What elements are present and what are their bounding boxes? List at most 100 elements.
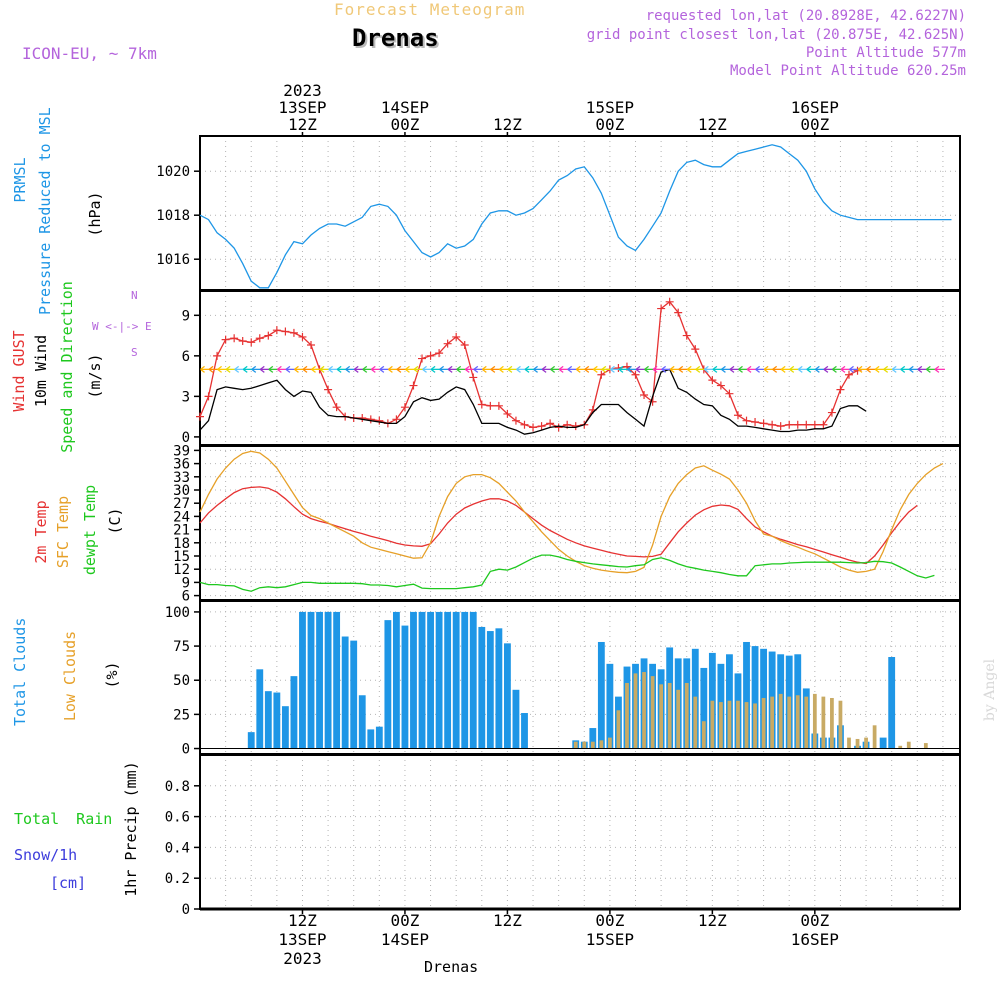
ytick-label-temperature: 33 [173, 470, 190, 486]
wind-arrowhead [242, 365, 248, 373]
total-cloud-bar [401, 625, 409, 749]
total-cloud-bar [247, 732, 255, 749]
snow-label: Snow/1h [14, 846, 78, 864]
low-cloud-bar [701, 721, 706, 749]
bottom-time-label: 12Z [493, 911, 522, 930]
total-cloud-bar [307, 611, 315, 749]
total-cloud-bar [427, 611, 434, 749]
top-time-label: 00Z [800, 115, 829, 134]
ytick-label-temperature: 21 [173, 523, 190, 539]
point-altitude: Point Altitude 577m [805, 45, 966, 61]
wind-arrowhead [652, 365, 658, 373]
bottom-time-label: 16SEP [791, 930, 839, 949]
wind-arrowhead [456, 365, 462, 373]
gust-marker [289, 328, 298, 337]
total-cloud-bar [367, 729, 375, 749]
wind-arrowhead [388, 365, 393, 373]
gust-marker [827, 408, 836, 417]
total-cloud-bar [751, 646, 759, 749]
wind-arrowhead [328, 365, 334, 373]
low-cloud-bar [693, 696, 698, 749]
model-label: ICON-EU, ~ 7km [22, 44, 157, 63]
wind-arrowhead [533, 365, 538, 373]
wind-arrowhead [908, 365, 914, 373]
ytick-label-wind: 0 [182, 430, 190, 446]
footer-station: Drenas [424, 958, 479, 976]
wind-arrowhead [507, 365, 513, 373]
gust-marker [281, 327, 290, 336]
gust-marker [426, 351, 435, 360]
gust-marker [776, 422, 785, 431]
ytick-label-temperature: 39 [173, 443, 190, 459]
gust-marker [759, 419, 768, 428]
gust-marker [358, 413, 367, 422]
gust-marker [443, 339, 452, 348]
low-cloud-bar [684, 682, 689, 749]
gust-marker [264, 331, 273, 340]
gust-marker [657, 304, 666, 313]
total-cloud-bar [700, 667, 708, 749]
ytick-label-clouds: 25 [173, 707, 190, 723]
ytick-label-temperature: 27 [173, 496, 190, 512]
gust-marker [733, 411, 742, 420]
total-cloud-bar [324, 611, 332, 749]
wind-arrowhead [874, 365, 880, 373]
total-cloud-bar [410, 611, 417, 749]
gust-marker [486, 401, 495, 410]
requested-coords: requested lon,lat (20.8928E, 42.6227N) [645, 8, 966, 24]
ytick-label-clouds: 0 [182, 742, 190, 758]
wind-arrowhead [362, 365, 368, 373]
snow-unit: [cm] [50, 874, 87, 892]
gust-marker [400, 403, 409, 412]
top-time-label: 00Z [390, 115, 419, 134]
wind-arrowhead [755, 365, 760, 373]
low-cloud-bar [736, 700, 740, 749]
total-cloud-bar [521, 713, 528, 749]
total-cloud-bar [478, 626, 486, 749]
wind-arrowhead [669, 365, 675, 373]
total-cloud-bar [504, 643, 511, 749]
gust-marker [529, 423, 538, 432]
total-cloud-bar [418, 611, 426, 749]
gust-marker [332, 403, 341, 412]
low-cloud-bar [608, 737, 612, 749]
total-cloud-bar [375, 726, 383, 749]
wind-arrowhead [268, 365, 274, 373]
gust-marker [682, 331, 691, 340]
top-time-label: 15SEP [586, 98, 634, 117]
wind-arrowhead [225, 365, 231, 373]
wind-arrowhead [379, 365, 385, 373]
low-cloud-bar [847, 737, 851, 749]
wind-arrowhead [524, 365, 530, 373]
low-cloud-bar [710, 700, 715, 749]
total-cloud-bar [299, 611, 306, 749]
ytick-label-clouds: 50 [173, 673, 190, 689]
total-cloud-bar [452, 611, 460, 749]
total-cloud-bar [358, 695, 366, 749]
low-cloud-bar [633, 673, 638, 749]
ytick-label-pressure: 1018 [156, 208, 190, 224]
wind-arrowhead [661, 365, 667, 373]
bottom-time-label: 14SEP [381, 930, 429, 949]
wind-arrowhead [678, 365, 684, 373]
low-cloud-bar [864, 737, 868, 749]
top-time-label: 13SEP [278, 98, 326, 117]
total-cloud-bar [606, 663, 614, 749]
low-cloud-bar [804, 696, 809, 749]
gust-marker [742, 416, 751, 425]
bottom-time-label: 00Z [595, 911, 624, 930]
wind-arrowhead [490, 365, 496, 373]
ytick-label-precip: 0.4 [165, 840, 190, 856]
wind-arrowhead [464, 365, 470, 373]
wind-arrowhead [558, 365, 564, 373]
gust-marker [520, 420, 529, 429]
gust-marker [418, 354, 427, 363]
ytick-label-precip: 0.2 [165, 871, 190, 887]
ytick-label-pressure: 1020 [156, 164, 190, 180]
gust-marker [648, 397, 657, 406]
wind-arrowhead [627, 365, 632, 373]
gust-line [199, 300, 858, 429]
top-time-label: 14SEP [381, 98, 429, 117]
wind-arrowhead [481, 365, 487, 373]
wind-arrowhead [345, 365, 351, 373]
